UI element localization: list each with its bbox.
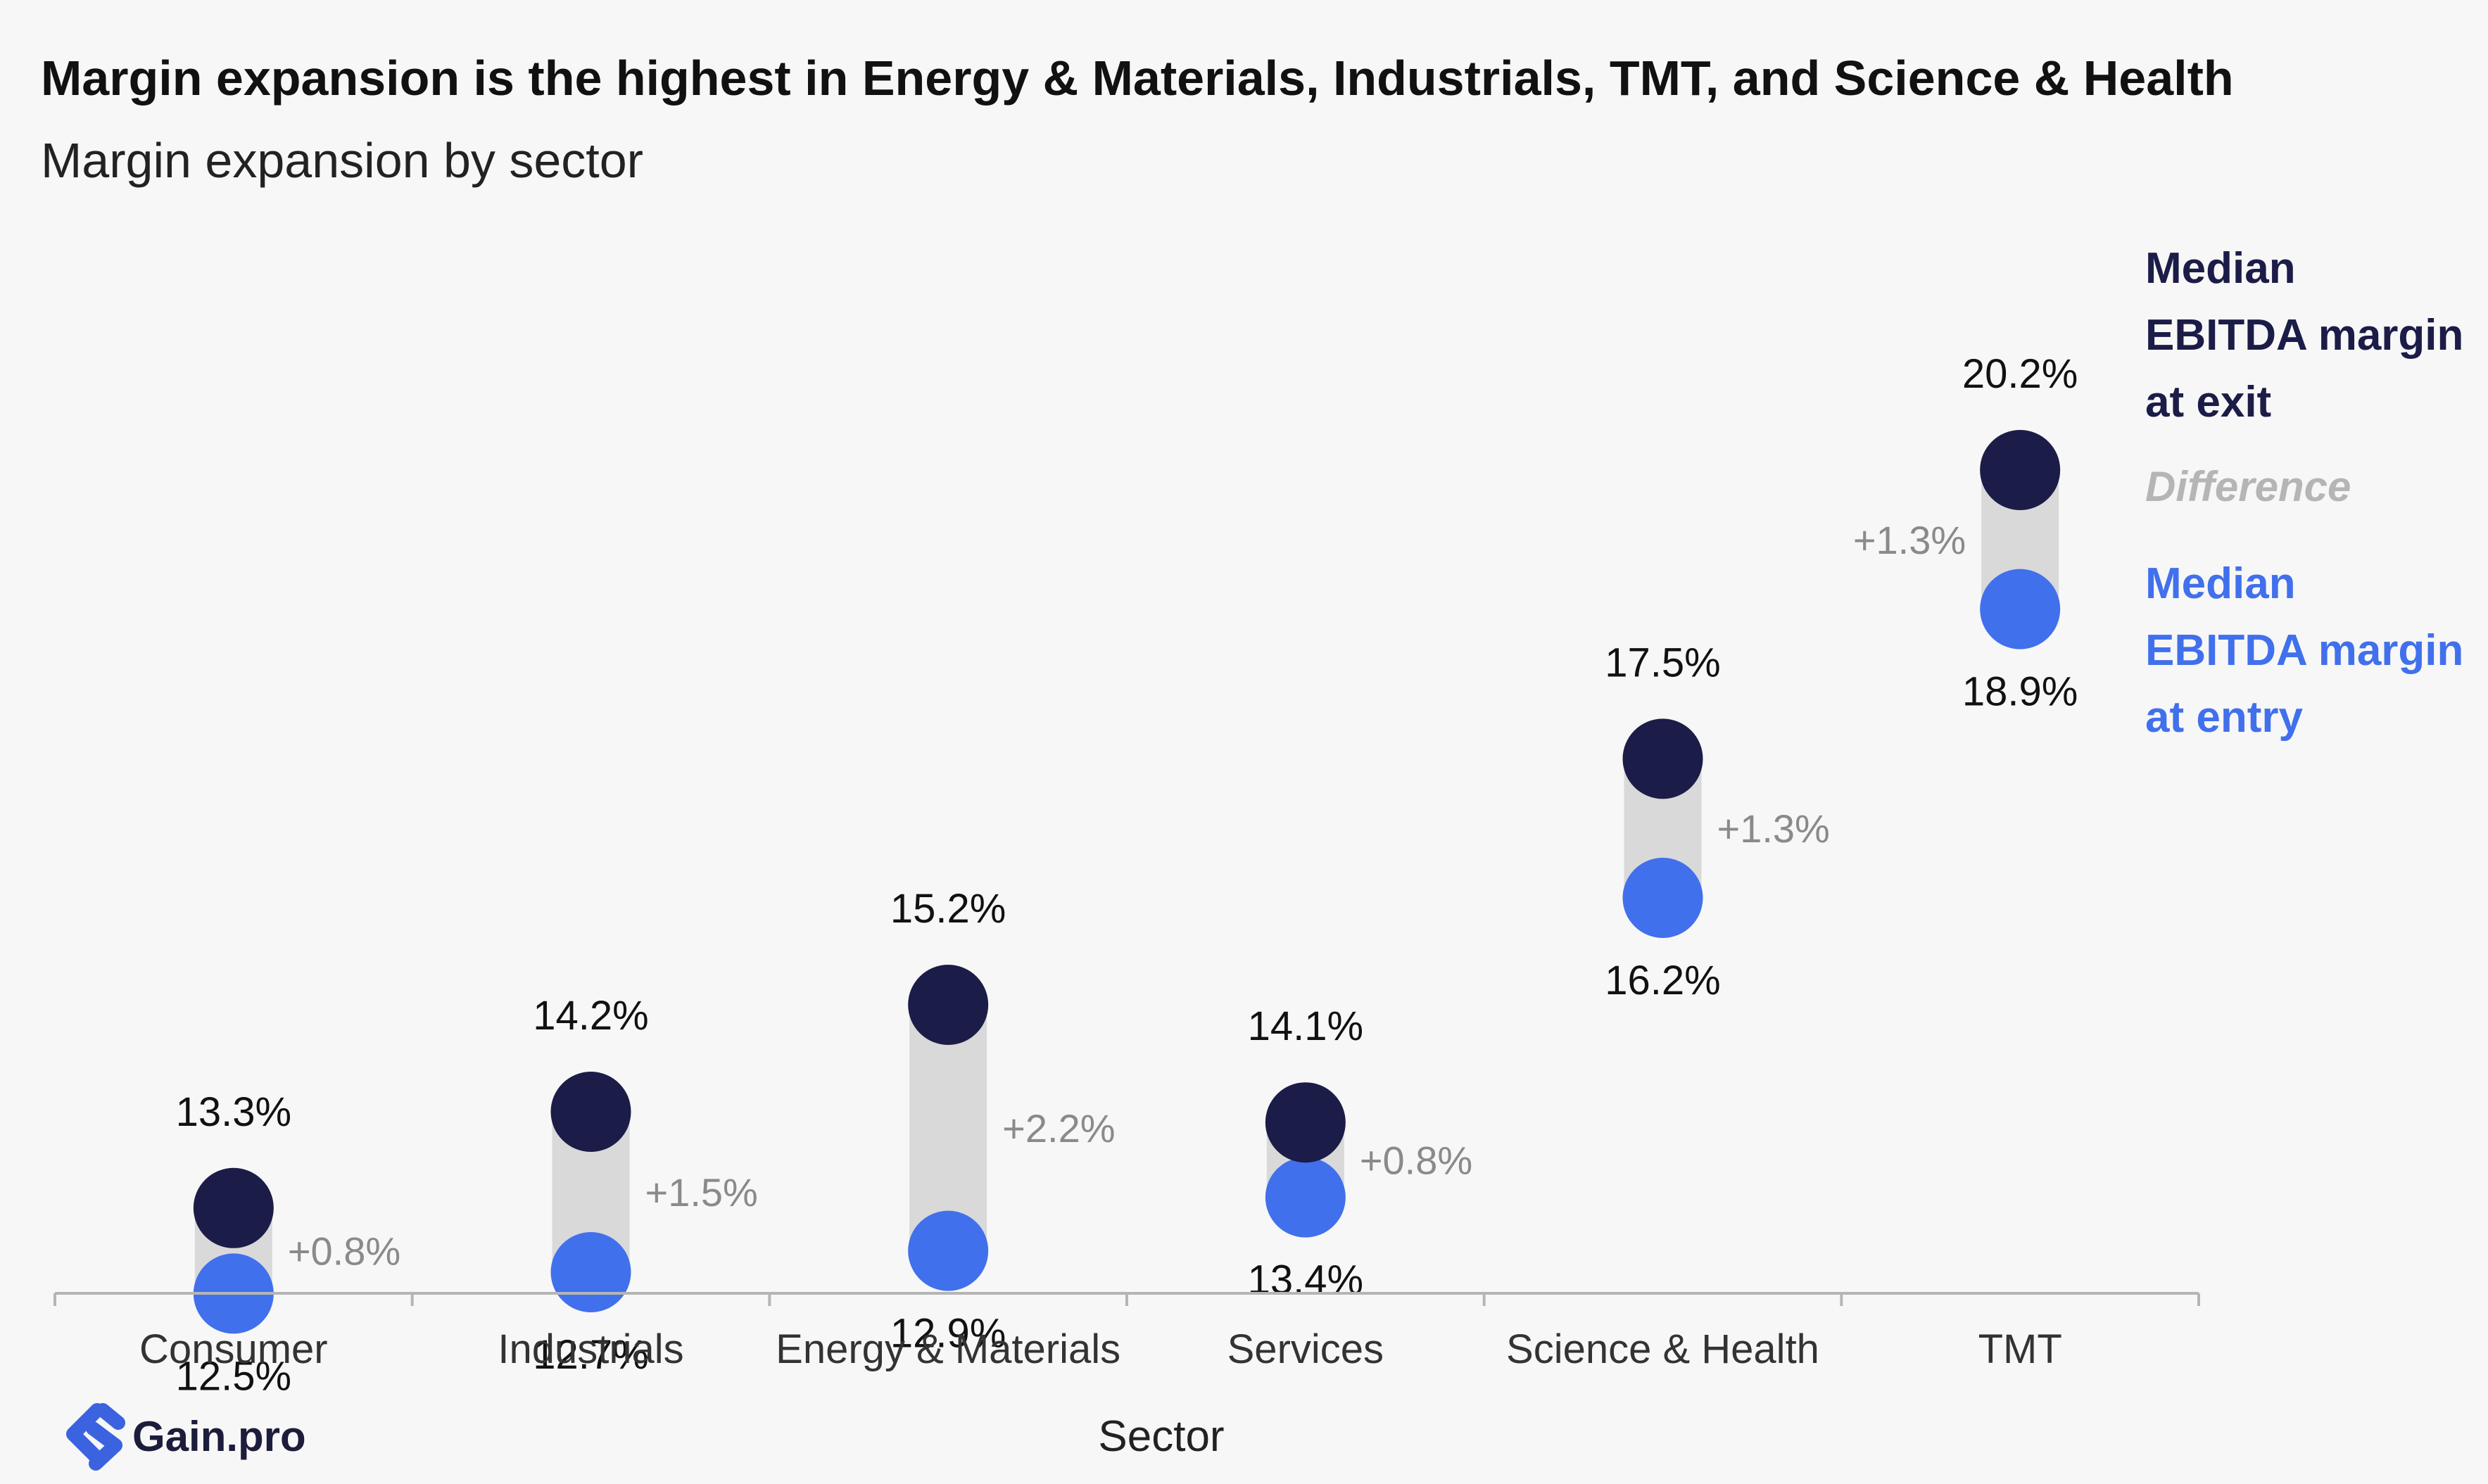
brand-name: Gain.pro (132, 1413, 306, 1460)
entry-dot (1622, 858, 1703, 938)
legend-exit-line-3: at exit (2145, 378, 2271, 426)
exit-dot (1622, 718, 1703, 799)
x-ticks: Consumer Industrials Energy & Materials Ser… (53, 1293, 2200, 1372)
legend-exit-line-2: EBITDA margin (2145, 311, 2463, 360)
exit-value-label: 20.2% (1962, 351, 2078, 397)
entry-dot (908, 1210, 989, 1291)
x-tick-label: TMT (1978, 1326, 2062, 1372)
difference-bar (909, 1005, 987, 1251)
legend-entry-line-1: Median (2145, 559, 2296, 608)
x-tick-label: Science & Health (1506, 1326, 1819, 1372)
entry-dot (1265, 1157, 1346, 1238)
entry-value-label: 12.7% (533, 1332, 648, 1378)
exit-dot (193, 1167, 274, 1248)
exit-dot (550, 1072, 631, 1152)
legend-entry-line-3: at entry (2145, 693, 2303, 742)
difference-label: +2.2% (1002, 1106, 1115, 1150)
chart-title: Margin expansion is the highest in Energ… (41, 51, 2234, 106)
dumbbell-group: 20.2% 18.9% +1.3% (1853, 351, 2078, 715)
exit-value-label: 14.2% (533, 993, 648, 1039)
exit-dot (908, 965, 989, 1045)
difference-label: +1.5% (645, 1170, 758, 1215)
dumbbell-group: 14.2% 12.7% +1.5% (533, 993, 758, 1378)
exit-dot (1980, 430, 2061, 510)
entry-value-label: 18.9% (1962, 669, 2078, 715)
plot-area: 13.3% 12.5% +0.8% 14.2% 12.7% +1.5% 15.2% 12.9%… (176, 351, 2078, 1399)
exit-value-label: 14.1% (1248, 1003, 1363, 1049)
brand-logo: Gain.pro (66, 1403, 306, 1471)
legend-exit-line-1: Median (2145, 244, 2296, 293)
entry-value-label: 12.5% (176, 1353, 291, 1399)
chart-subtitle: Margin expansion by sector (41, 133, 643, 188)
x-axis-title: Sector (1098, 1412, 1224, 1461)
exit-value-label: 17.5% (1605, 640, 1720, 685)
x-tick-label: Consumer (139, 1326, 328, 1372)
legend-difference: Difference (2145, 463, 2351, 510)
x-tick-label: Industrials (498, 1326, 683, 1372)
difference-label: +0.8% (1360, 1138, 1472, 1182)
exit-dot (1265, 1082, 1346, 1163)
x-axis: Consumer Industrials Energy & Materials Ser… (53, 1292, 2200, 1461)
legend-entry-line-2: EBITDA margin (2145, 626, 2463, 675)
dumbbell-group: 15.2% 12.9% +2.2% (890, 886, 1116, 1357)
entry-value-label: 12.9% (890, 1311, 1006, 1357)
legend: Median EBITDA margin at exit Difference … (2145, 244, 2463, 742)
exit-value-label: 13.3% (176, 1089, 291, 1135)
x-tick-label: Services (1227, 1326, 1384, 1372)
difference-label: +1.3% (1717, 806, 1830, 851)
entry-dot (550, 1232, 631, 1312)
entry-dot (1980, 569, 2061, 649)
x-tick-label: Energy & Materials (776, 1326, 1120, 1372)
difference-label: +0.8% (288, 1229, 400, 1274)
dumbbell-group: 13.3% 12.5% +0.8% (176, 1089, 401, 1400)
exit-value-label: 15.2% (890, 886, 1006, 932)
entry-value-label: 13.4% (1248, 1257, 1363, 1303)
dumbbell-group: 14.1% 13.4% +0.8% (1248, 1003, 1473, 1302)
entry-value-label: 16.2% (1605, 958, 1720, 1003)
difference-label: +1.3% (1853, 518, 1966, 562)
gain-pro-logo-icon (66, 1403, 125, 1471)
dumbbell-group: 17.5% 16.2% +1.3% (1605, 640, 1830, 1003)
